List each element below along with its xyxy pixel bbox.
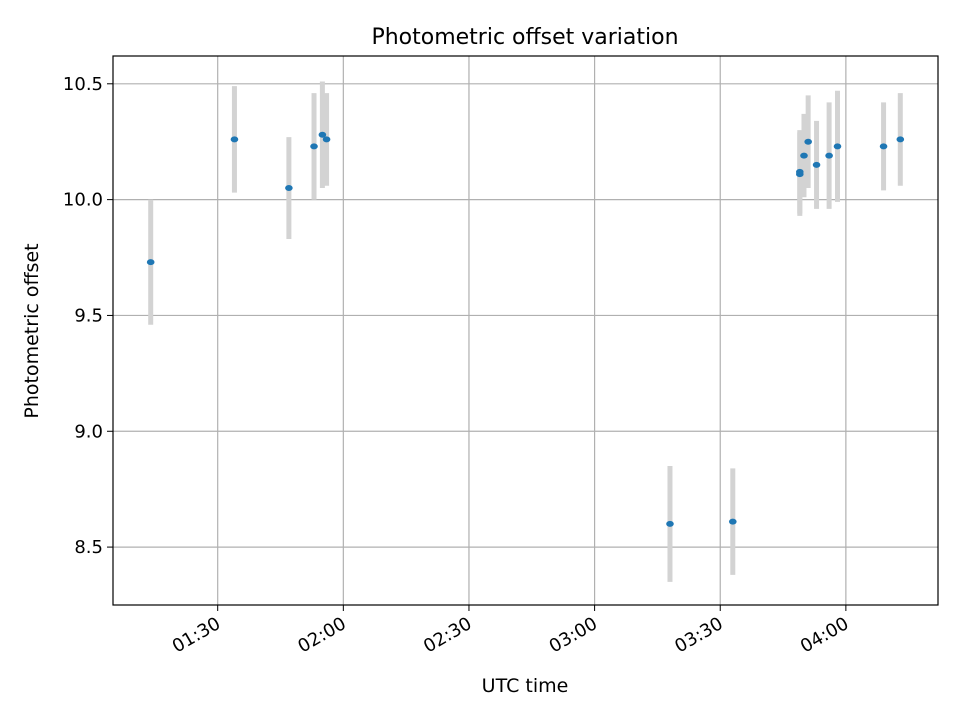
x-axis-label: UTC time	[482, 675, 569, 697]
data-point	[285, 185, 293, 192]
y-tick-label: 8.5	[74, 537, 103, 558]
data-point	[666, 520, 674, 527]
y-axis-label: Photometric offset	[21, 243, 43, 418]
data-point	[318, 131, 327, 138]
data-point	[879, 143, 888, 150]
data-point	[230, 136, 239, 143]
data-point	[812, 161, 821, 168]
data-point	[728, 518, 737, 525]
y-axis-ticks: 8.5 9.0 9.5 10.0 10.5	[63, 74, 113, 558]
data-point	[796, 168, 804, 175]
chart-title: Photometric offset variation	[371, 25, 678, 50]
data-points	[146, 131, 905, 527]
y-tick-label: 9.5	[74, 305, 103, 326]
data-point	[833, 143, 842, 150]
data-point	[825, 152, 833, 159]
y-tick-label: 9.0	[74, 421, 103, 442]
data-point	[804, 138, 812, 145]
data-point	[146, 259, 155, 266]
data-point	[310, 143, 318, 150]
data-point	[800, 152, 808, 159]
plot-frame	[112, 55, 939, 606]
y-tick-label: 10.5	[63, 74, 103, 95]
data-point	[322, 136, 331, 143]
y-tick-label: 10.0	[63, 190, 103, 211]
data-point	[896, 136, 905, 143]
